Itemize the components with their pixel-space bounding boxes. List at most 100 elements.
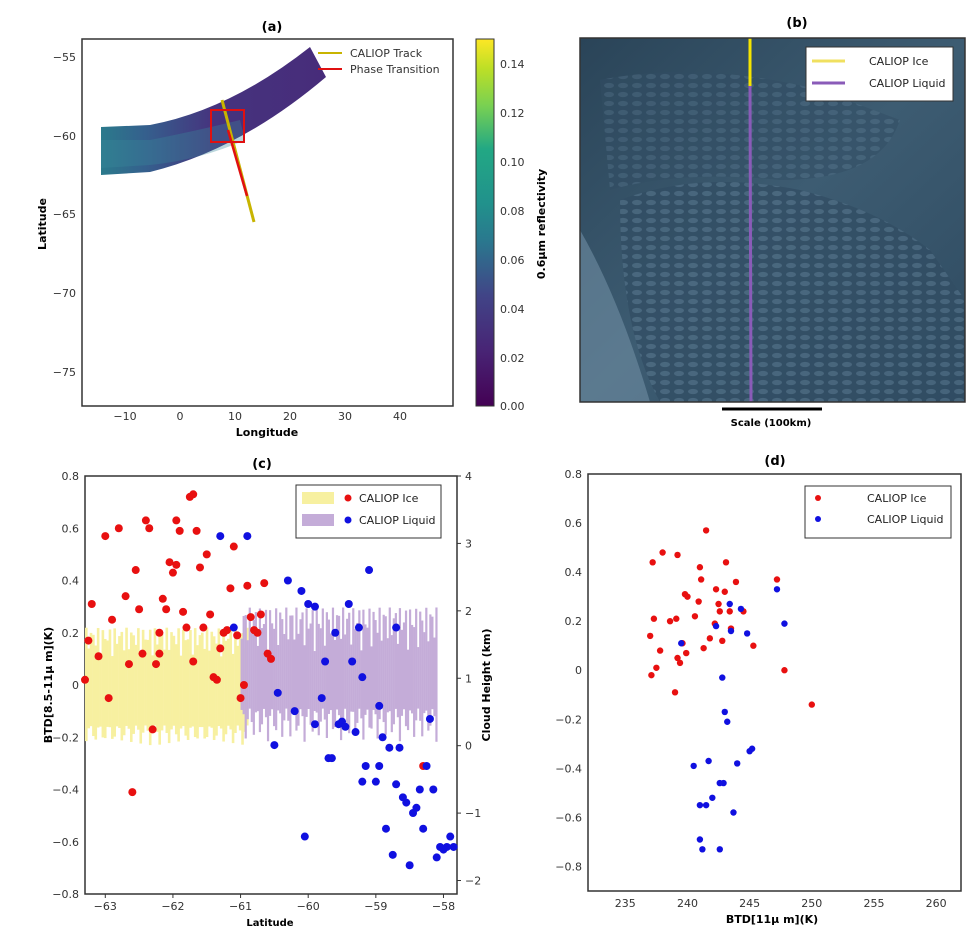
data-point bbox=[168, 568, 177, 577]
liquid-height-bar bbox=[400, 629, 404, 716]
data-point bbox=[84, 636, 93, 645]
ytick-label: −0.2 bbox=[52, 731, 79, 744]
xtick-label: 40 bbox=[393, 410, 407, 423]
liquid-height-bar bbox=[325, 612, 328, 738]
panel-c-y2ticks: 4 3 2 1 0 −1 −2 bbox=[457, 470, 481, 888]
liquid-height-bar bbox=[366, 627, 369, 710]
data-point bbox=[727, 627, 735, 635]
panel-a-yticks: −55 −60 −65 −70 −75 bbox=[53, 51, 76, 379]
liquid-height-bar bbox=[344, 634, 347, 709]
panel-d-yticks: 0.8 0.6 0.4 0.2 0 −0.2 −0.4 −0.6 −0.8 bbox=[555, 468, 582, 873]
liquid-height-bar bbox=[275, 608, 278, 731]
data-point bbox=[392, 623, 401, 632]
data-point bbox=[365, 566, 374, 575]
swath-texture bbox=[101, 120, 245, 168]
liquid-height-bar bbox=[297, 633, 300, 726]
liquid-height-bar bbox=[386, 638, 389, 713]
ice-height-bar bbox=[122, 650, 126, 736]
ice-height-bar bbox=[148, 629, 152, 746]
ice-height-bar bbox=[151, 655, 154, 732]
legend-label-ice: CALIOP Ice bbox=[359, 492, 419, 505]
ice-height-bar bbox=[127, 649, 131, 729]
data-point bbox=[290, 707, 299, 716]
ice-height-bar bbox=[200, 632, 204, 728]
panel-d-marks bbox=[646, 527, 815, 853]
legend-label-liquid: CALIOP Liquid bbox=[869, 77, 946, 90]
data-point bbox=[246, 613, 255, 622]
ytick-label: 0.2 bbox=[565, 615, 583, 628]
data-point bbox=[653, 664, 660, 671]
ice-height-bar bbox=[182, 629, 185, 727]
data-point bbox=[429, 785, 438, 794]
ice-height-bar bbox=[219, 656, 223, 729]
ice-height-bar bbox=[191, 654, 195, 727]
ice-height-bar bbox=[141, 629, 145, 733]
ice-height-bar bbox=[139, 654, 143, 744]
data-point bbox=[155, 649, 164, 658]
liquid-height-bar bbox=[331, 607, 335, 730]
data-point bbox=[666, 617, 674, 625]
data-point bbox=[158, 594, 167, 603]
data-point bbox=[304, 600, 313, 609]
liquid-height-bar bbox=[419, 611, 422, 721]
ytick-label: −75 bbox=[53, 366, 76, 379]
data-point bbox=[671, 689, 679, 696]
liquid-height-bar bbox=[425, 607, 428, 711]
ytick-label: −65 bbox=[53, 208, 76, 221]
ytick-label: −0.6 bbox=[52, 836, 79, 849]
ice-height-bar bbox=[229, 630, 233, 730]
liquid-height-bar bbox=[435, 607, 438, 742]
data-point bbox=[358, 673, 367, 682]
liquid-height-bar bbox=[433, 637, 436, 717]
colorbar-tick: 0.14 bbox=[500, 58, 525, 71]
data-point bbox=[199, 623, 208, 632]
panel-a-xlabel: Longitude bbox=[236, 426, 298, 439]
ytick-label: 0 bbox=[575, 664, 582, 677]
liquid-height-bar bbox=[248, 607, 251, 709]
liquid-height-bar bbox=[406, 649, 410, 731]
data-point bbox=[179, 607, 188, 616]
panel-a-ylabel: Latitude bbox=[36, 198, 49, 250]
colorbar-tick: 0.10 bbox=[500, 156, 525, 169]
data-point bbox=[348, 657, 357, 666]
ice-height-bar bbox=[227, 638, 230, 726]
ice-height-bar bbox=[108, 629, 112, 728]
data-point bbox=[726, 600, 733, 608]
xtick-label: −59 bbox=[364, 900, 387, 913]
ice-height-bar bbox=[120, 631, 124, 741]
ice-height-bar bbox=[205, 627, 209, 738]
data-point bbox=[354, 623, 363, 632]
liquid-height-bar bbox=[256, 645, 259, 712]
data-point bbox=[743, 630, 751, 637]
ice-height-bar bbox=[99, 654, 102, 727]
data-point bbox=[695, 598, 702, 605]
ice-height-bar bbox=[167, 649, 171, 744]
liquid-height-bar bbox=[364, 624, 367, 715]
data-point bbox=[243, 532, 252, 541]
ice-height-bar bbox=[224, 640, 228, 735]
data-point bbox=[808, 701, 815, 708]
data-point bbox=[721, 588, 728, 595]
ytick-label: 0.8 bbox=[565, 468, 583, 481]
data-point bbox=[331, 628, 340, 637]
cloud-field bbox=[620, 182, 965, 402]
data-point bbox=[344, 600, 353, 609]
colorbar-tick: 0.00 bbox=[500, 400, 525, 413]
colorbar-tick: 0.08 bbox=[500, 205, 525, 218]
y2tick-label: 3 bbox=[465, 537, 472, 550]
colorbar-tick: 0.12 bbox=[500, 107, 525, 120]
data-point bbox=[375, 701, 384, 710]
liquid-height-bar bbox=[335, 615, 339, 710]
data-point bbox=[327, 754, 336, 763]
ice-height-bar bbox=[85, 627, 88, 742]
liquid-height-bar bbox=[250, 633, 253, 723]
liquid-height-bar bbox=[337, 615, 341, 716]
data-point bbox=[131, 566, 140, 575]
liquid-height-bar bbox=[303, 645, 306, 742]
ice-height-bar bbox=[222, 629, 225, 742]
ice-height-bar bbox=[189, 629, 192, 728]
data-point bbox=[425, 714, 434, 723]
liquid-height-bar bbox=[254, 612, 257, 713]
data-point bbox=[712, 586, 720, 593]
liquid-height-bar bbox=[411, 624, 414, 714]
